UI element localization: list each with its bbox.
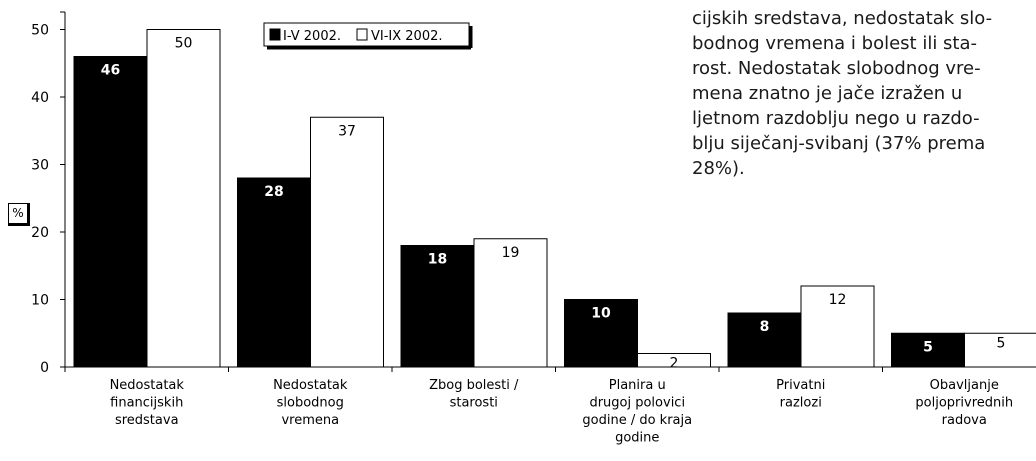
x-tick-label: Zbog bolesti / — [429, 378, 519, 393]
y-tick-label: 40 — [31, 90, 49, 106]
x-tick-label: godine / do kraja — [582, 413, 692, 428]
data-label: 28 — [264, 184, 283, 200]
x-tick-label: poljoprivrednih — [915, 396, 1013, 411]
data-label: 5 — [923, 339, 933, 355]
legend-label: I-V 2002. — [283, 29, 341, 44]
x-tick-label: starosti — [450, 396, 498, 411]
x-tick-label: razlozi — [780, 396, 822, 411]
side-text-line: 28%). — [692, 156, 1036, 181]
x-tick-label: godine — [615, 431, 659, 446]
y-tick-label: 0 — [40, 360, 49, 376]
data-label: 5 — [997, 335, 1006, 351]
x-tick-label: Privatni — [776, 378, 825, 393]
data-label: 2 — [670, 356, 679, 372]
data-label: 50 — [175, 36, 193, 52]
x-tick-label: Nedostatak — [110, 378, 185, 393]
data-label: 12 — [829, 292, 847, 308]
bar-i-v-2002 — [74, 57, 147, 368]
y-tick-label: 50 — [31, 23, 49, 39]
bar-i-v-2002 — [238, 178, 311, 367]
data-label: 18 — [428, 252, 447, 268]
side-text-line: bodnog vremena i bolest ili sta- — [692, 31, 1036, 56]
y-axis-label: % — [8, 203, 30, 226]
x-tick-label: Nedostatak — [273, 378, 348, 393]
side-text-line: ljetnom razdoblju nego u razdo- — [692, 106, 1036, 131]
side-text-line: mena znatno je jače izražen u — [692, 81, 1036, 106]
side-text-line: rost. Nedostatak slobodnog vre- — [692, 56, 1036, 81]
bar-vi-ix-2002 — [311, 117, 384, 367]
y-tick-label: 10 — [31, 293, 49, 309]
data-label: 46 — [101, 63, 120, 79]
side-paragraph: cijskih sredstava, nedostatak slo- bodno… — [692, 6, 1036, 181]
legend-label: VI-IX 2002. — [371, 29, 443, 44]
data-label: 8 — [760, 319, 770, 335]
x-tick-label: sredstava — [115, 413, 179, 428]
x-tick-label: radova — [942, 413, 987, 428]
side-text-line: blju siječanj-svibanj (37% prema — [692, 131, 1036, 156]
x-tick-label: Planira u — [609, 378, 666, 393]
side-text-line: cijskih sredstava, nedostatak slo- — [692, 6, 1036, 31]
x-tick-label: drugoj polovici — [589, 396, 685, 411]
x-tick-label: Obavljanje — [930, 378, 999, 393]
bar-vi-ix-2002 — [147, 30, 220, 368]
x-tick-label: slobodnog — [277, 396, 344, 411]
y-tick-label: 20 — [31, 225, 49, 241]
legend-swatch — [270, 29, 280, 40]
data-label: 37 — [338, 123, 356, 139]
data-label: 10 — [591, 306, 611, 322]
data-label: 19 — [502, 245, 520, 261]
x-tick-label: financijskih — [110, 396, 183, 411]
y-tick-label: 30 — [31, 158, 49, 174]
legend-swatch — [357, 29, 367, 40]
x-tick-label: vremena — [281, 413, 339, 428]
